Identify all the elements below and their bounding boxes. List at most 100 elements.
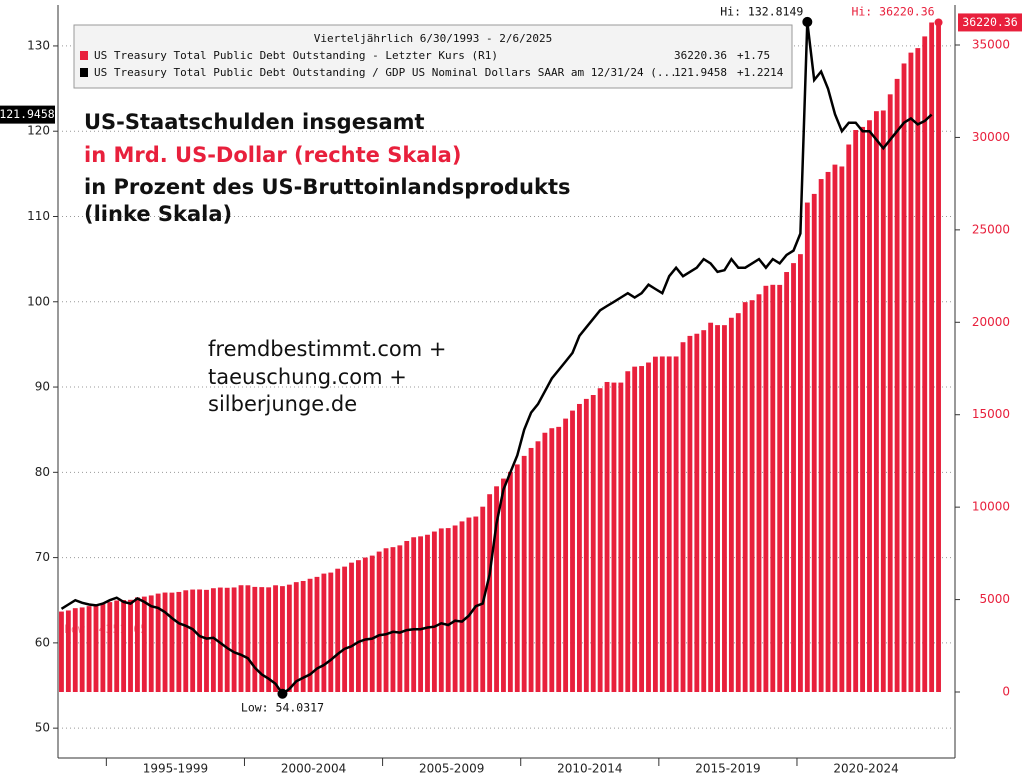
bar	[328, 572, 334, 693]
bar	[535, 441, 541, 693]
title: in Mrd. US-Dollar (rechte Skala)	[84, 143, 461, 167]
bar	[197, 589, 202, 693]
bar	[245, 585, 251, 693]
bar	[549, 428, 555, 693]
bar	[908, 52, 914, 693]
legend-last: 36220.36	[674, 49, 727, 62]
bar	[293, 582, 299, 693]
bar	[666, 356, 672, 693]
bar	[121, 600, 127, 693]
bar	[604, 381, 610, 693]
bar	[735, 313, 741, 693]
bar	[342, 566, 348, 693]
y2-tick-label: 35000	[972, 38, 1010, 52]
bar	[321, 573, 327, 693]
bar	[652, 356, 658, 693]
bar	[873, 111, 879, 693]
bar	[425, 534, 430, 693]
bar	[763, 285, 769, 693]
x-tick-label: 2005-2009	[419, 762, 484, 775]
bar	[494, 486, 499, 693]
bar	[266, 587, 272, 693]
x-tick-label: 2010-2014	[557, 762, 622, 775]
bar	[259, 587, 265, 693]
bar	[418, 536, 423, 693]
y-tick-label: 80	[35, 465, 50, 479]
bar	[742, 302, 748, 693]
y2-tick-label: 10000	[972, 500, 1010, 514]
bar	[590, 395, 596, 693]
bar	[563, 418, 569, 693]
plot-area: 50 60 70 80 90 100 110 120 130 0 5000 10000 15000 200…	[27, 5, 1010, 775]
bar	[100, 603, 106, 693]
bar	[811, 193, 817, 693]
bar	[680, 342, 686, 693]
bar	[611, 382, 617, 693]
bar	[673, 356, 679, 693]
bar	[314, 576, 320, 693]
bar	[335, 568, 341, 693]
bar	[832, 164, 838, 693]
legend-label: US Treasury Total Public Debt Outstandin…	[94, 66, 677, 79]
bar	[880, 110, 886, 693]
hi-marker	[802, 16, 813, 27]
bar	[922, 36, 928, 693]
annotation: Low: 4351.05	[64, 622, 147, 636]
y-tick-label: 70	[35, 550, 50, 564]
legend-change: +1.2214	[737, 66, 784, 79]
legend-title: Vierteljährlich 6/30/1993 - 2/6/2025	[314, 32, 552, 45]
legend-swatch	[80, 51, 88, 60]
bar	[224, 587, 230, 693]
y2-tick-label: 15000	[972, 407, 1010, 421]
bar	[777, 284, 783, 693]
bar	[190, 589, 196, 693]
bar	[397, 545, 403, 693]
bar	[728, 317, 734, 693]
bar	[715, 325, 720, 693]
bar	[362, 557, 368, 693]
bar	[445, 528, 451, 693]
bar	[210, 588, 216, 693]
value-badge	[958, 13, 1022, 32]
y-tick-label: 130	[27, 38, 50, 52]
bar	[155, 593, 161, 693]
bar	[438, 528, 444, 693]
line	[60, 21, 933, 696]
bar	[183, 590, 189, 693]
bar	[507, 471, 513, 693]
bar	[846, 144, 852, 693]
bar	[818, 179, 824, 693]
bar	[936, 22, 941, 693]
bar	[901, 63, 907, 693]
bar	[860, 126, 865, 693]
bar	[528, 447, 534, 693]
bar	[583, 398, 589, 693]
bar	[107, 602, 113, 693]
x-tick-label: 1995-1999	[143, 762, 208, 775]
title: in Prozent des US-Bruttoinlandsprodukts	[84, 175, 571, 199]
bar	[466, 517, 472, 693]
bar	[915, 48, 921, 693]
bar	[639, 366, 644, 693]
bar	[148, 595, 154, 693]
bar	[577, 403, 582, 693]
legend-last: 121.9458	[674, 66, 727, 79]
y-tick-label: 110	[27, 209, 50, 223]
legend-box	[73, 24, 793, 89]
bar	[514, 464, 520, 693]
bar	[487, 494, 493, 693]
annotation: Hi: 132.8149	[720, 5, 803, 19]
bar	[542, 432, 548, 693]
bar	[252, 586, 258, 693]
low-marker	[277, 688, 288, 699]
bar	[618, 382, 624, 693]
bar	[349, 562, 354, 693]
bar	[632, 366, 638, 693]
title: US-Staatschulden insgesamt	[84, 110, 425, 134]
bar	[411, 537, 417, 693]
bar	[93, 605, 99, 693]
bar	[356, 560, 361, 693]
bar	[169, 592, 175, 693]
bar	[473, 516, 479, 693]
bar	[570, 410, 575, 693]
